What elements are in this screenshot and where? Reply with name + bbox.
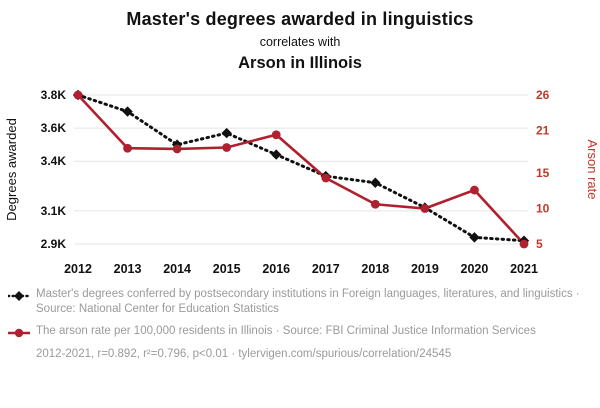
- svg-text:2020: 2020: [461, 262, 489, 276]
- chart-header: Master's degrees awarded in linguistics …: [0, 0, 600, 73]
- svg-text:Arson rate: Arson rate: [585, 140, 600, 200]
- chart-subtitle: correlates with: [259, 35, 341, 49]
- svg-text:2017: 2017: [312, 262, 340, 276]
- svg-text:3.4K: 3.4K: [41, 154, 67, 168]
- svg-text:2012: 2012: [64, 262, 92, 276]
- legend-item-degrees-label: Master's degrees conferred by postsecond…: [36, 288, 580, 315]
- chart-title: Master's degrees awarded in linguistics: [126, 9, 474, 29]
- dual-axis-line-chart: 2.9K 3.1K 3.4K 3.6K 3.8K 5 10 15 21 26 2012 2013 201…: [0, 75, 600, 281]
- svg-text:Degrees awarded: Degrees awarded: [4, 118, 19, 221]
- svg-text:2018: 2018: [361, 262, 389, 276]
- legend-item-degrees: Master's degrees conferred by postsecond…: [8, 287, 590, 317]
- svg-text:5: 5: [536, 237, 543, 251]
- svg-text:2021: 2021: [510, 262, 538, 276]
- legend-item-arson: The arson rate per 100,000 residents in …: [8, 324, 590, 339]
- svg-text:3.8K: 3.8K: [41, 88, 67, 102]
- svg-text:10: 10: [536, 202, 550, 216]
- svg-text:21: 21: [536, 123, 550, 137]
- legend-item-arson-label: The arson rate per 100,000 residents in …: [36, 324, 536, 337]
- svg-text:2013: 2013: [114, 262, 142, 276]
- svg-text:3.1K: 3.1K: [41, 204, 67, 218]
- chart-legend: Master's degrees conferred by postsecond…: [0, 281, 600, 339]
- svg-text:2015: 2015: [213, 262, 241, 276]
- svg-text:3.6K: 3.6K: [41, 121, 67, 135]
- black-dotted-diamond-line-icon: [8, 291, 30, 301]
- svg-text:15: 15: [536, 166, 550, 180]
- footer-stats: 2012-2021, r=0.892, r²=0.796, p<0.01 · t…: [36, 347, 452, 360]
- chart-correlate-title: Arson in Illinois: [238, 54, 362, 72]
- svg-text:2014: 2014: [163, 262, 191, 276]
- red-circle-line-icon: [8, 328, 30, 338]
- svg-text:2016: 2016: [262, 262, 290, 276]
- svg-text:2019: 2019: [411, 262, 439, 276]
- svg-text:26: 26: [536, 88, 550, 102]
- svg-text:2.9K: 2.9K: [41, 237, 67, 251]
